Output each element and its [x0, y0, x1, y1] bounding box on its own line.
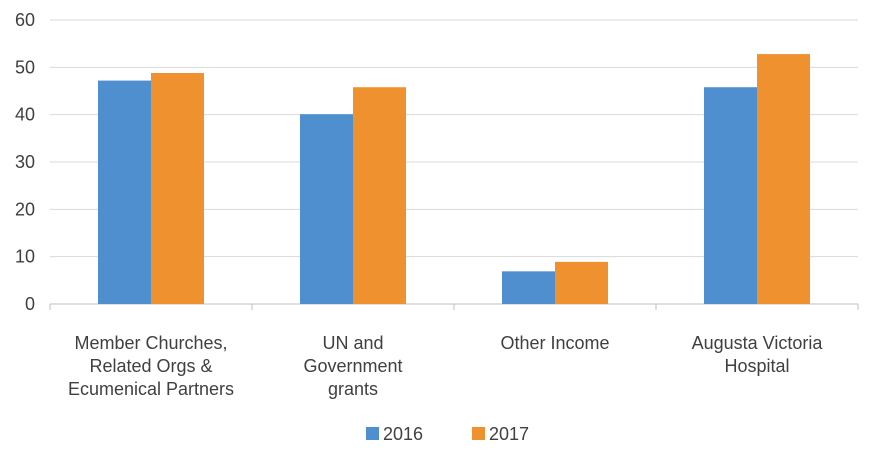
y-tick-label: 10: [15, 247, 35, 267]
x-tick-label: Augusta Victoria: [692, 333, 824, 353]
tick-labels: 0 10 20 30 40 50 60 Member Churches, Related Org…: [15, 10, 823, 399]
y-tick-label: 30: [15, 152, 35, 172]
x-tick-label: Government: [303, 356, 402, 376]
legend-swatch-2016: [366, 427, 379, 440]
x-tick-label: grants: [328, 379, 378, 399]
axes: [49, 303, 859, 310]
bar-2016: [502, 271, 555, 304]
bar-2016: [300, 114, 353, 305]
x-tick-label: Ecumenical Partners: [68, 379, 234, 399]
bar-2016: [704, 87, 757, 304]
y-tick-label: 60: [15, 10, 35, 30]
bar-2017: [151, 73, 204, 304]
y-tick-label: 20: [15, 199, 35, 219]
x-tick-label: UN and: [322, 333, 383, 353]
y-tick-label: 50: [15, 57, 35, 77]
x-tick-label: Related Orgs &: [89, 356, 212, 376]
bar-2016: [98, 80, 151, 304]
x-tick-label: Hospital: [724, 356, 789, 376]
y-tick-label: 40: [15, 105, 35, 125]
bars: [98, 54, 810, 305]
legend: 2016 2017: [366, 424, 529, 444]
legend-label: 2016: [383, 424, 423, 444]
legend-label: 2017: [489, 424, 529, 444]
x-tick-label: Member Churches,: [74, 333, 227, 353]
legend-swatch-2017: [472, 427, 485, 440]
x-tick-label: Other Income: [500, 333, 609, 353]
bar-2017: [555, 261, 608, 304]
y-tick-label: 0: [25, 294, 35, 314]
bar-2017: [353, 87, 406, 304]
bar-2017: [757, 54, 810, 304]
